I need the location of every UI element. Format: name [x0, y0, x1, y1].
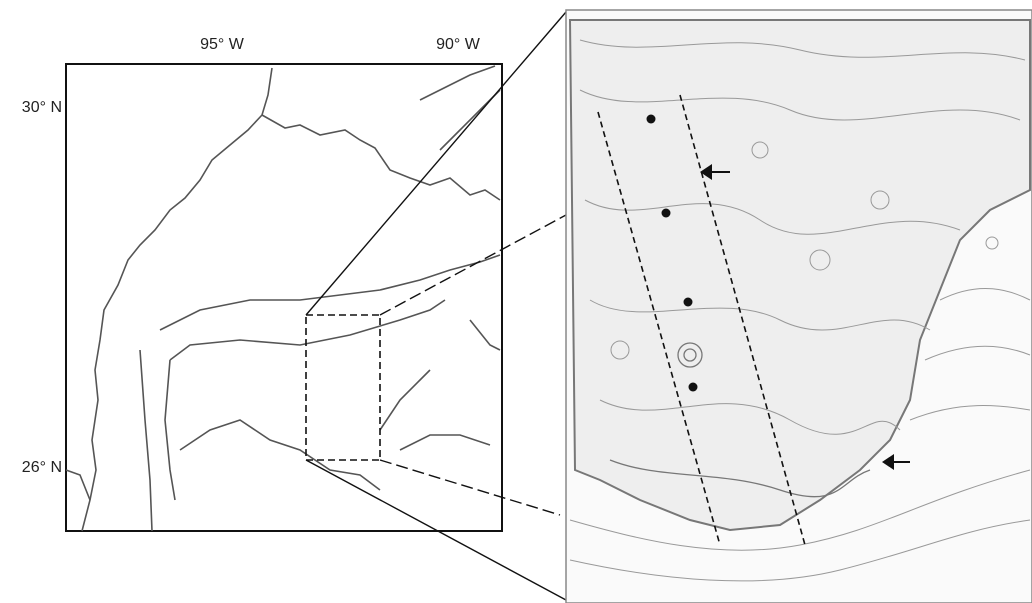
lon-label: 95° W — [200, 36, 245, 53]
figure: 95° W 90° W 30° N 26° N — [0, 0, 1032, 603]
map-frame — [66, 64, 502, 531]
lon-label: 90° W — [436, 36, 481, 53]
lat-label: 26° N — [22, 459, 62, 476]
lat-label: 30° N — [22, 99, 62, 116]
